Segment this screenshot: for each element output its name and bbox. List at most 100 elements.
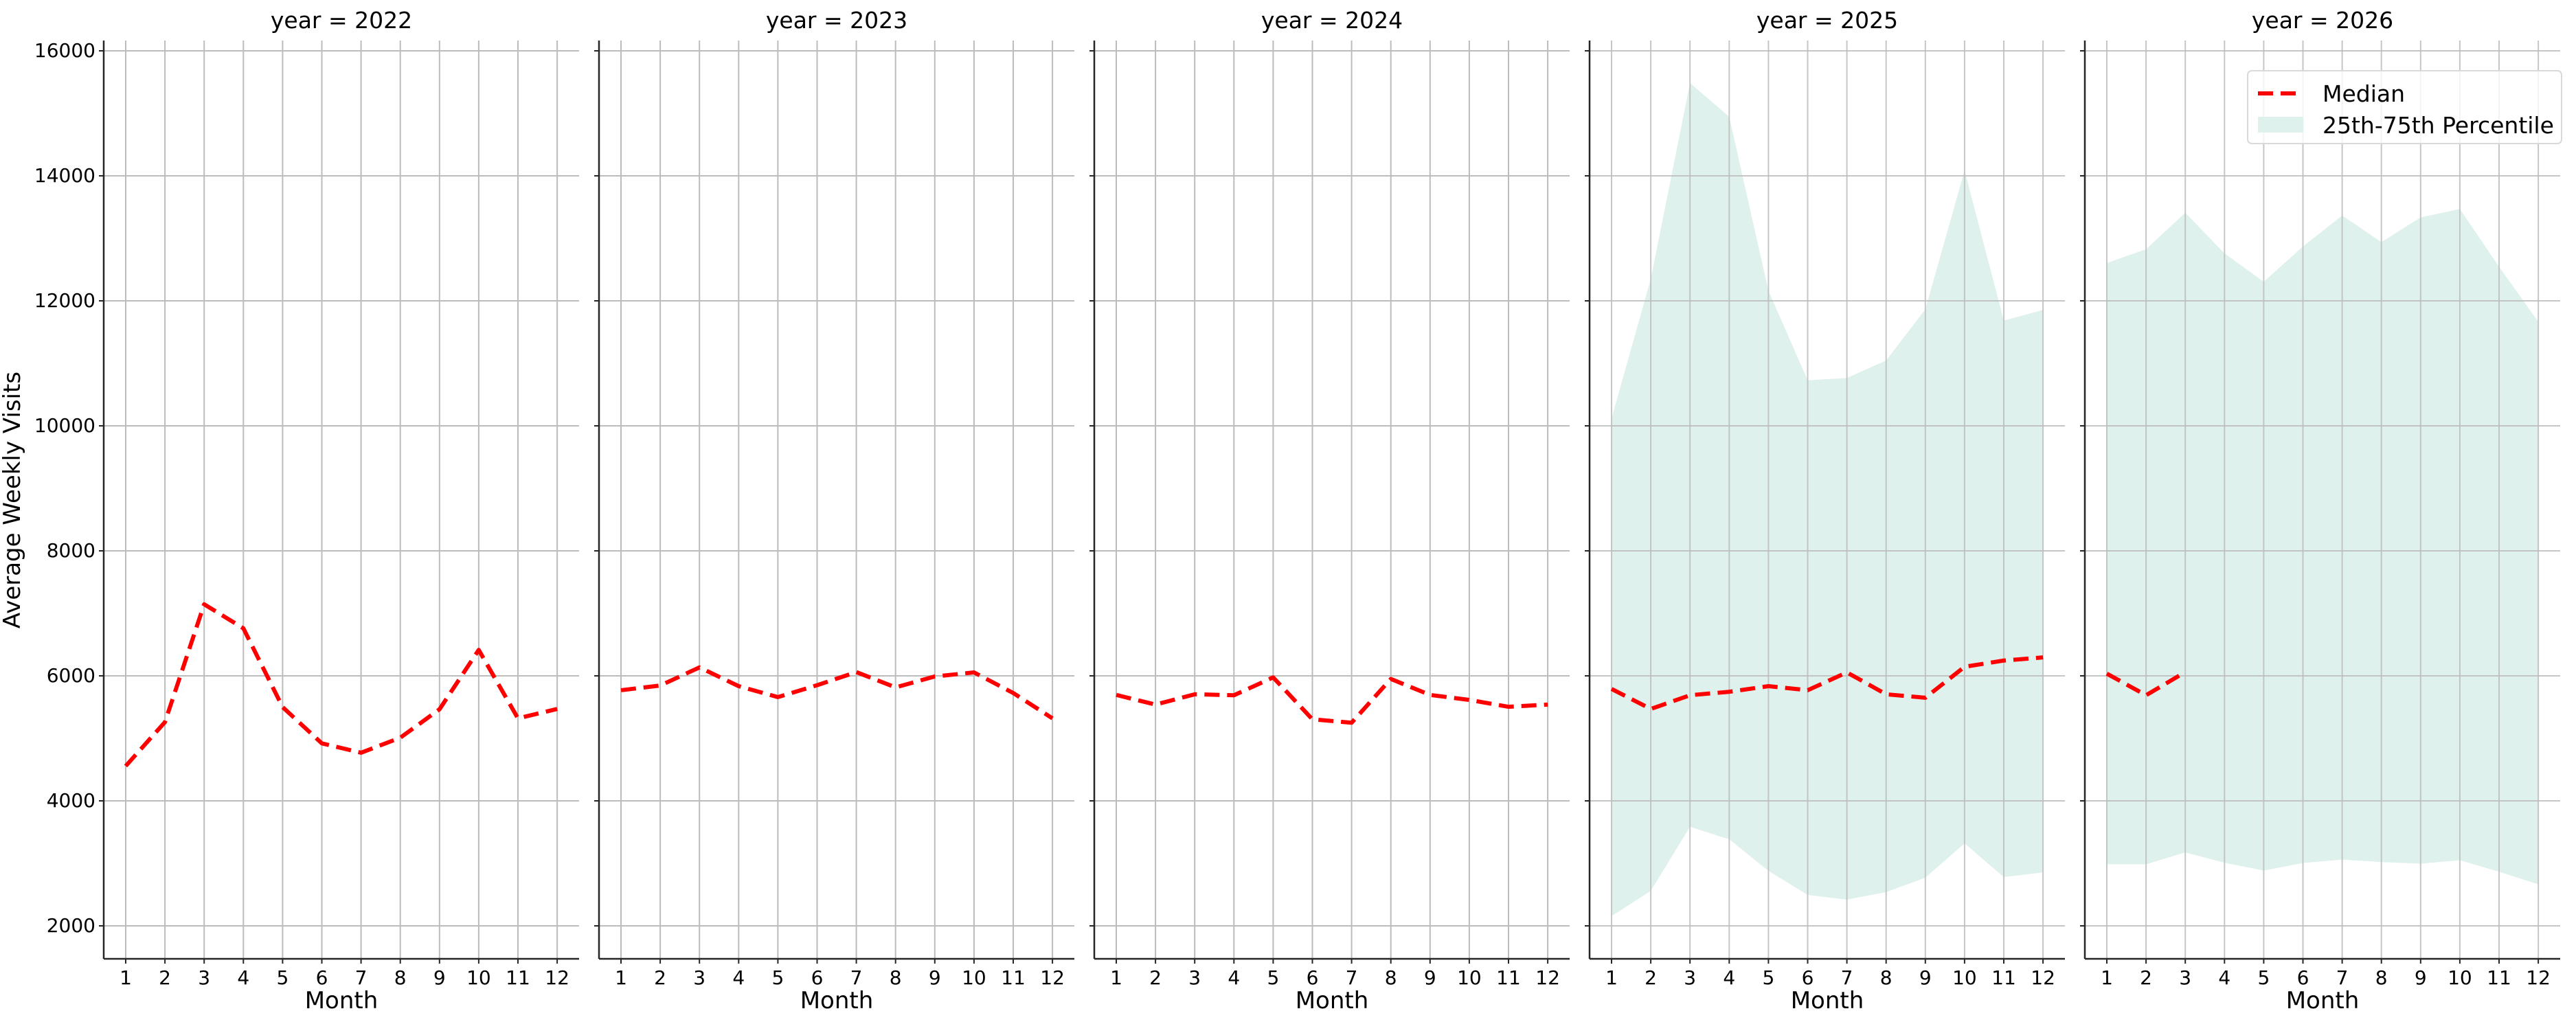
x-tick-label: 5 (276, 966, 289, 989)
x-tick-label: 3 (2179, 966, 2192, 989)
x-tick-label: 4 (237, 966, 250, 989)
median-line (2105, 670, 2187, 698)
x-tick-label: 8 (394, 966, 407, 989)
x-tick-label: 7 (1840, 966, 1853, 989)
x-tick-label: 4 (1228, 966, 1241, 989)
filled-swatch-icon (2258, 117, 2303, 133)
legend-item-percentile-band: 25th-75th Percentile (2258, 111, 2554, 139)
x-axis-label: Month (2285, 987, 2360, 1014)
facet-panel-1 (99, 41, 579, 964)
x-tick-label: 8 (889, 966, 902, 989)
dashed-line-icon (2258, 85, 2303, 102)
x-tick-label: 3 (1188, 966, 1201, 989)
x-tick-label: 7 (850, 966, 863, 989)
y-axis-label: Average Weekly Visits (0, 371, 26, 629)
y-tick-label: 6000 (46, 664, 95, 687)
median-line (1116, 675, 1548, 725)
x-axis-label: Month (304, 987, 379, 1014)
x-tick-label: 6 (1306, 966, 1319, 989)
x-tick-label: 9 (928, 966, 941, 989)
y-tick-label: 4000 (46, 789, 95, 812)
percentile-band (2107, 209, 2539, 885)
legend-label: 25th-75th Percentile (2323, 111, 2554, 139)
x-tick-label: 11 (1991, 966, 2016, 989)
x-tick-label: 5 (1267, 966, 1280, 989)
x-axis-label: Month (1790, 987, 1864, 1014)
x-tick-label: 2 (1149, 966, 1162, 989)
x-tick-label: 5 (771, 966, 784, 989)
x-tick-label: 3 (1684, 966, 1697, 989)
legend-item-median: Median (2258, 80, 2405, 107)
x-tick-label: 11 (1001, 966, 1026, 989)
x-tick-label: 12 (1535, 966, 1560, 989)
x-tick-label: 3 (693, 966, 706, 989)
x-tick-label: 2 (654, 966, 666, 989)
x-tick-label: 8 (1879, 966, 1893, 989)
x-tick-label: 2 (2140, 966, 2152, 989)
x-tick-label: 1 (615, 966, 627, 989)
facet-panel-5 (2080, 41, 2560, 964)
x-tick-label: 10 (962, 966, 986, 989)
median-line (620, 665, 1054, 720)
y-tick-label: 16000 (34, 39, 95, 62)
panel-title: year = 2025 (1756, 7, 1899, 34)
x-tick-label: 6 (315, 966, 328, 989)
x-tick-label: 11 (506, 966, 530, 989)
facet-panel-2 (594, 41, 1074, 964)
x-tick-label: 9 (2414, 966, 2427, 989)
x-tick-label: 12 (1040, 966, 1065, 989)
x-tick-label: 6 (2296, 966, 2309, 989)
y-tick-label: 8000 (46, 539, 95, 562)
legend-label: Median (2323, 80, 2406, 107)
y-tick-label: 2000 (46, 914, 95, 937)
percentile-band (1612, 82, 2044, 916)
x-tick-label: 1 (1605, 966, 1618, 989)
x-tick-label: 6 (811, 966, 824, 989)
x-axis-label: Month (1295, 987, 1369, 1014)
x-axis-label: Month (800, 987, 874, 1014)
x-tick-label: 11 (1496, 966, 1521, 989)
median-line (1610, 655, 2044, 712)
x-tick-label: 12 (2526, 966, 2551, 989)
facet-panel-3 (1089, 41, 1570, 964)
x-tick-label: 1 (2101, 966, 2113, 989)
x-tick-label: 2 (1645, 966, 1657, 989)
x-tick-label: 4 (2218, 966, 2231, 989)
x-tick-label: 1 (120, 966, 132, 989)
x-tick-label: 4 (732, 966, 745, 989)
x-tick-label: 5 (1762, 966, 1775, 989)
x-tick-label: 2 (159, 966, 171, 989)
median-line (124, 602, 558, 768)
y-tick-label: 12000 (34, 289, 95, 312)
x-tick-label: 7 (1345, 966, 1358, 989)
x-tick-label: 9 (1423, 966, 1436, 989)
x-tick-label: 12 (2031, 966, 2055, 989)
x-tick-label: 10 (466, 966, 491, 989)
x-tick-label: 3 (198, 966, 211, 989)
panel-title: year = 2022 (270, 7, 413, 34)
legend: Median 25th-75th Percentile (2247, 70, 2562, 144)
x-tick-label: 8 (1384, 966, 1397, 989)
x-tick-label: 4 (1723, 966, 1736, 989)
x-tick-label: 12 (545, 966, 569, 989)
panel-title: year = 2026 (2251, 7, 2394, 34)
x-tick-label: 11 (2487, 966, 2511, 989)
x-tick-label: 8 (2375, 966, 2388, 989)
panel-title: year = 2024 (1261, 7, 1403, 34)
facet-panel-4 (1585, 41, 2065, 964)
x-tick-label: 9 (1919, 966, 1932, 989)
x-tick-label: 10 (1457, 966, 1482, 989)
x-tick-label: 6 (1801, 966, 1814, 989)
x-tick-label: 9 (433, 966, 446, 989)
x-tick-label: 1 (1110, 966, 1122, 989)
y-tick-label: 10000 (34, 414, 95, 437)
y-tick-label: 14000 (34, 164, 95, 187)
x-tick-label: 10 (1952, 966, 1977, 989)
x-tick-label: 10 (2448, 966, 2472, 989)
x-tick-label: 7 (354, 966, 368, 989)
x-tick-label: 7 (2336, 966, 2349, 989)
panel-title: year = 2023 (765, 7, 908, 34)
x-tick-label: 5 (2257, 966, 2270, 989)
